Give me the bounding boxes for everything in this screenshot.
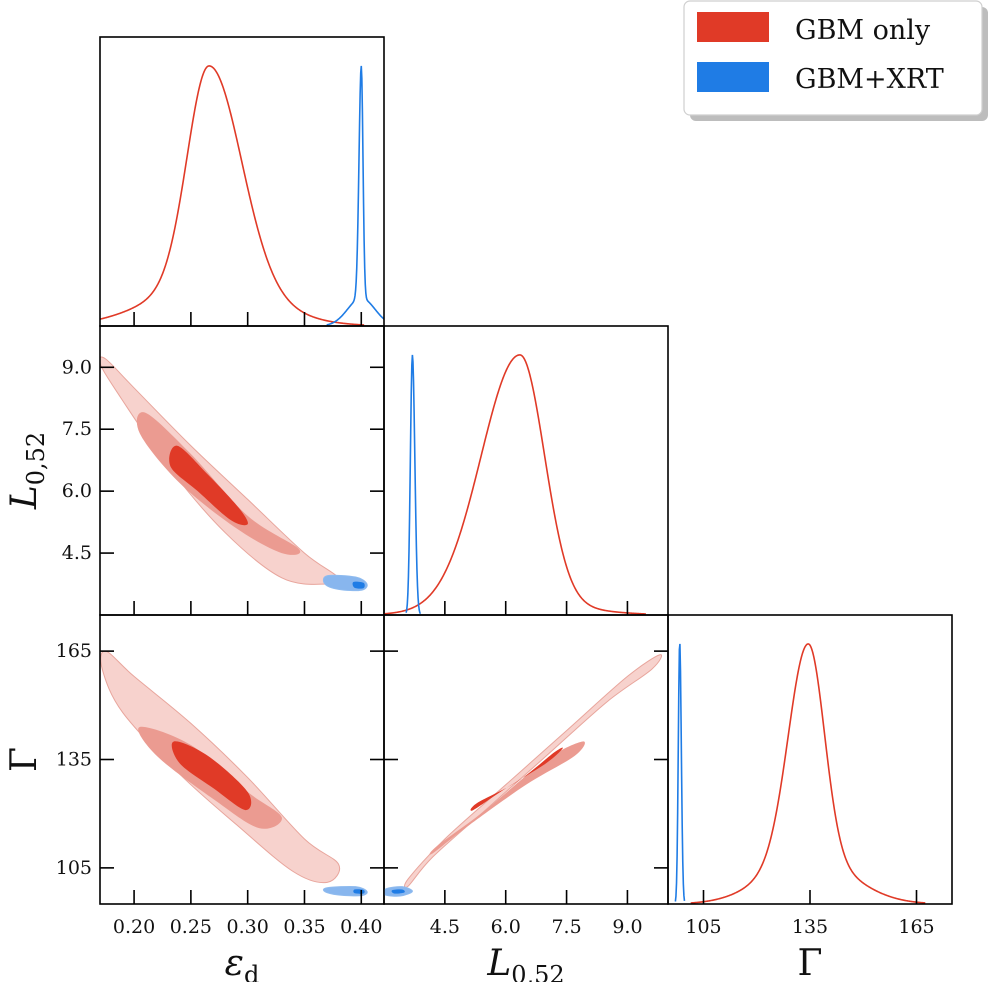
marginal-curve-gbm-xrt-L xyxy=(405,354,422,615)
x-tick-label-eps: 0.30 xyxy=(227,916,269,938)
contour-gbm-xrt-eps-G-1 xyxy=(353,889,365,894)
legend: GBM only GBM+XRT xyxy=(683,0,988,121)
x-axis-label-L: L0,52 xyxy=(486,943,564,982)
legend-label-gbm-only: GBM only xyxy=(795,15,931,46)
y-tick-label-L: 9.0 xyxy=(62,356,92,378)
x-tick-label-G: 105 xyxy=(685,916,721,938)
panel-frame xyxy=(99,36,385,327)
contour-gbm-xrt-L-G-1 xyxy=(391,889,405,894)
y-axis-label-L: L0,52 xyxy=(4,432,50,510)
x-tick-label-G: 135 xyxy=(792,916,828,938)
x-tick-label-L: 6.0 xyxy=(491,916,521,938)
x-tick-label-G: 165 xyxy=(898,916,934,938)
panel-L-G xyxy=(383,614,669,905)
x-axis-label-eps: εd xyxy=(225,943,260,982)
panel-frame xyxy=(667,614,953,905)
marginal-curve-gbm-only-L xyxy=(384,354,646,615)
panel-frame xyxy=(99,325,385,616)
y-tick-label-L: 4.5 xyxy=(62,542,92,564)
panel-frame xyxy=(99,614,385,905)
marginal-curve-gbm-only-G xyxy=(690,643,926,904)
x-tick-label-eps: 0.25 xyxy=(170,916,212,938)
y-axis-label-Gamma: Γ xyxy=(4,747,45,772)
x-axis-label-Gamma: Γ xyxy=(798,943,823,982)
marginal-curve-gbm-xrt-G xyxy=(674,643,686,902)
legend-swatch-gbm-xrt xyxy=(697,62,769,92)
panel-G-G xyxy=(667,614,953,905)
y-tick-label-G: 135 xyxy=(56,749,92,771)
marginal-curve-gbm-only-eps xyxy=(100,65,365,326)
x-tick-label-L: 7.5 xyxy=(551,916,581,938)
x-tick-label-eps: 0.35 xyxy=(283,916,325,938)
contour-gbm-only-eps-L-2 xyxy=(169,445,248,526)
contour-gbm-only-L-G-2 xyxy=(470,747,563,811)
panel-L-L xyxy=(383,325,669,616)
panel-eps-eps xyxy=(99,36,385,327)
contour-gbm-only-L-G-0 xyxy=(404,654,663,888)
panel-eps-G xyxy=(99,614,385,905)
marginal-curve-gbm-xrt-eps xyxy=(326,65,384,326)
x-tick-label-eps: 0.40 xyxy=(340,916,382,938)
y-tick-label-L: 7.5 xyxy=(62,418,92,440)
contour-gbm-only-eps-G-2 xyxy=(171,741,252,811)
y-tick-label-G: 165 xyxy=(56,640,92,662)
y-tick-label-L: 6.0 xyxy=(62,480,92,502)
legend-swatch-gbm-only xyxy=(697,12,769,42)
y-tick-label-G: 105 xyxy=(56,857,92,879)
contour-gbm-xrt-eps-L-1 xyxy=(352,581,365,589)
legend-label-gbm-xrt: GBM+XRT xyxy=(795,64,944,95)
x-tick-label-eps: 0.20 xyxy=(113,916,155,938)
x-tick-label-L: 9.0 xyxy=(612,916,642,938)
panel-eps-L xyxy=(99,325,385,616)
contour-gbm-only-eps-L-0 xyxy=(100,356,341,585)
panel-frame xyxy=(383,325,669,616)
contour-gbm-only-L-G-1 xyxy=(429,741,585,855)
x-tick-label-L: 4.5 xyxy=(430,916,460,938)
